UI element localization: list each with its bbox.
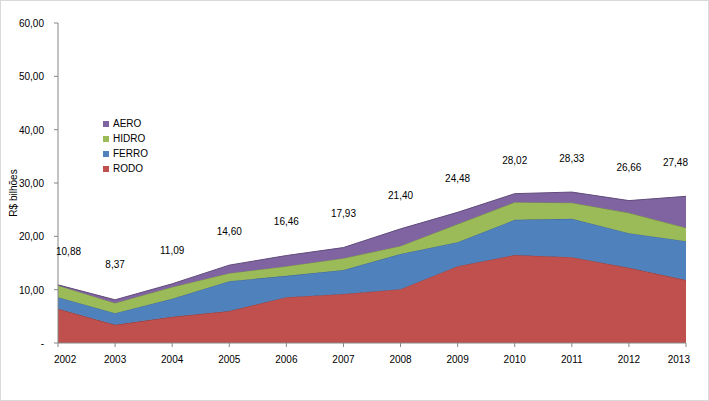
x-tick-label: 2009 — [447, 354, 470, 365]
x-tick-label: 2010 — [504, 354, 527, 365]
total-label: 16,46 — [274, 216, 299, 227]
x-tick — [571, 343, 572, 347]
total-label: 14,60 — [217, 226, 242, 237]
x-tick — [686, 343, 687, 347]
y-tick-label: 40,00 — [19, 125, 44, 136]
y-tick — [54, 129, 58, 130]
total-label: 17,93 — [331, 208, 356, 219]
area-hidro — [58, 202, 686, 313]
total-label: 11,09 — [160, 245, 185, 256]
x-tick — [286, 343, 287, 347]
x-tick — [58, 343, 59, 347]
total-label: 24,48 — [445, 173, 470, 184]
total-label: 27,48 — [663, 157, 688, 168]
legend-swatch — [103, 166, 109, 172]
total-label: 10,88 — [56, 246, 81, 257]
y-tick — [54, 23, 58, 24]
y-tick-label: 20,00 — [19, 231, 44, 242]
frame — [1, 1, 709, 401]
y-tick-label: - — [41, 338, 44, 349]
y-tick-label: 50,00 — [19, 71, 44, 82]
x-tick-label: 2005 — [218, 354, 241, 365]
total-label: 28,33 — [559, 153, 584, 164]
total-label: 28,02 — [502, 155, 527, 166]
area-aero — [58, 192, 686, 303]
x-tick — [628, 343, 629, 347]
y-tick-label: 30,00 — [19, 178, 44, 189]
y-tick — [54, 236, 58, 237]
y-tick — [54, 343, 58, 344]
y-axis-label: R$ bilhões — [8, 169, 19, 216]
y-tick-label: 10,00 — [19, 285, 44, 296]
x-tick-label: 2012 — [618, 354, 641, 365]
legend-swatch — [103, 121, 109, 127]
x-axis — [58, 343, 686, 344]
x-tick-label: 2003 — [104, 354, 127, 365]
x-tick — [514, 343, 515, 347]
legend-label: RODO — [113, 163, 143, 174]
legend-label: AERO — [113, 118, 142, 129]
y-tick — [54, 183, 58, 184]
x-tick-label: 2011 — [561, 354, 583, 365]
legend-label: HIDRO — [113, 133, 145, 144]
area-edge — [58, 202, 686, 303]
x-tick — [172, 343, 173, 347]
chart: - 10,00 20,00 30,00 40,00 50,00 60,00 2002 2003 2… — [0, 0, 709, 401]
x-tick — [115, 343, 116, 347]
total-label: 21,40 — [388, 190, 413, 201]
x-tick-label: 2002 — [54, 354, 77, 365]
area-edge — [58, 192, 686, 300]
y-tick — [54, 289, 58, 290]
x-tick-label: 2004 — [161, 354, 184, 365]
x-tick-label: 2007 — [332, 354, 355, 365]
legend: AERO HIDRO FERRO RODO — [103, 118, 148, 174]
x-tick — [457, 343, 458, 347]
plot-area — [58, 192, 686, 343]
total-label: 8,37 — [105, 259, 125, 270]
area-ferro — [58, 219, 686, 325]
y-tick-label: 60,00 — [19, 18, 44, 29]
x-tick — [400, 343, 401, 347]
x-tick-label: 2008 — [389, 354, 412, 365]
x-tick — [229, 343, 230, 347]
legend-swatch — [103, 151, 109, 157]
x-tick-label: 2013 — [668, 354, 691, 365]
x-tick-label: 2006 — [275, 354, 298, 365]
legend-label: FERRO — [113, 148, 148, 159]
total-label: 26,66 — [616, 162, 641, 173]
y-tick — [54, 76, 58, 77]
x-tick — [343, 343, 344, 347]
legend-swatch — [103, 136, 109, 142]
